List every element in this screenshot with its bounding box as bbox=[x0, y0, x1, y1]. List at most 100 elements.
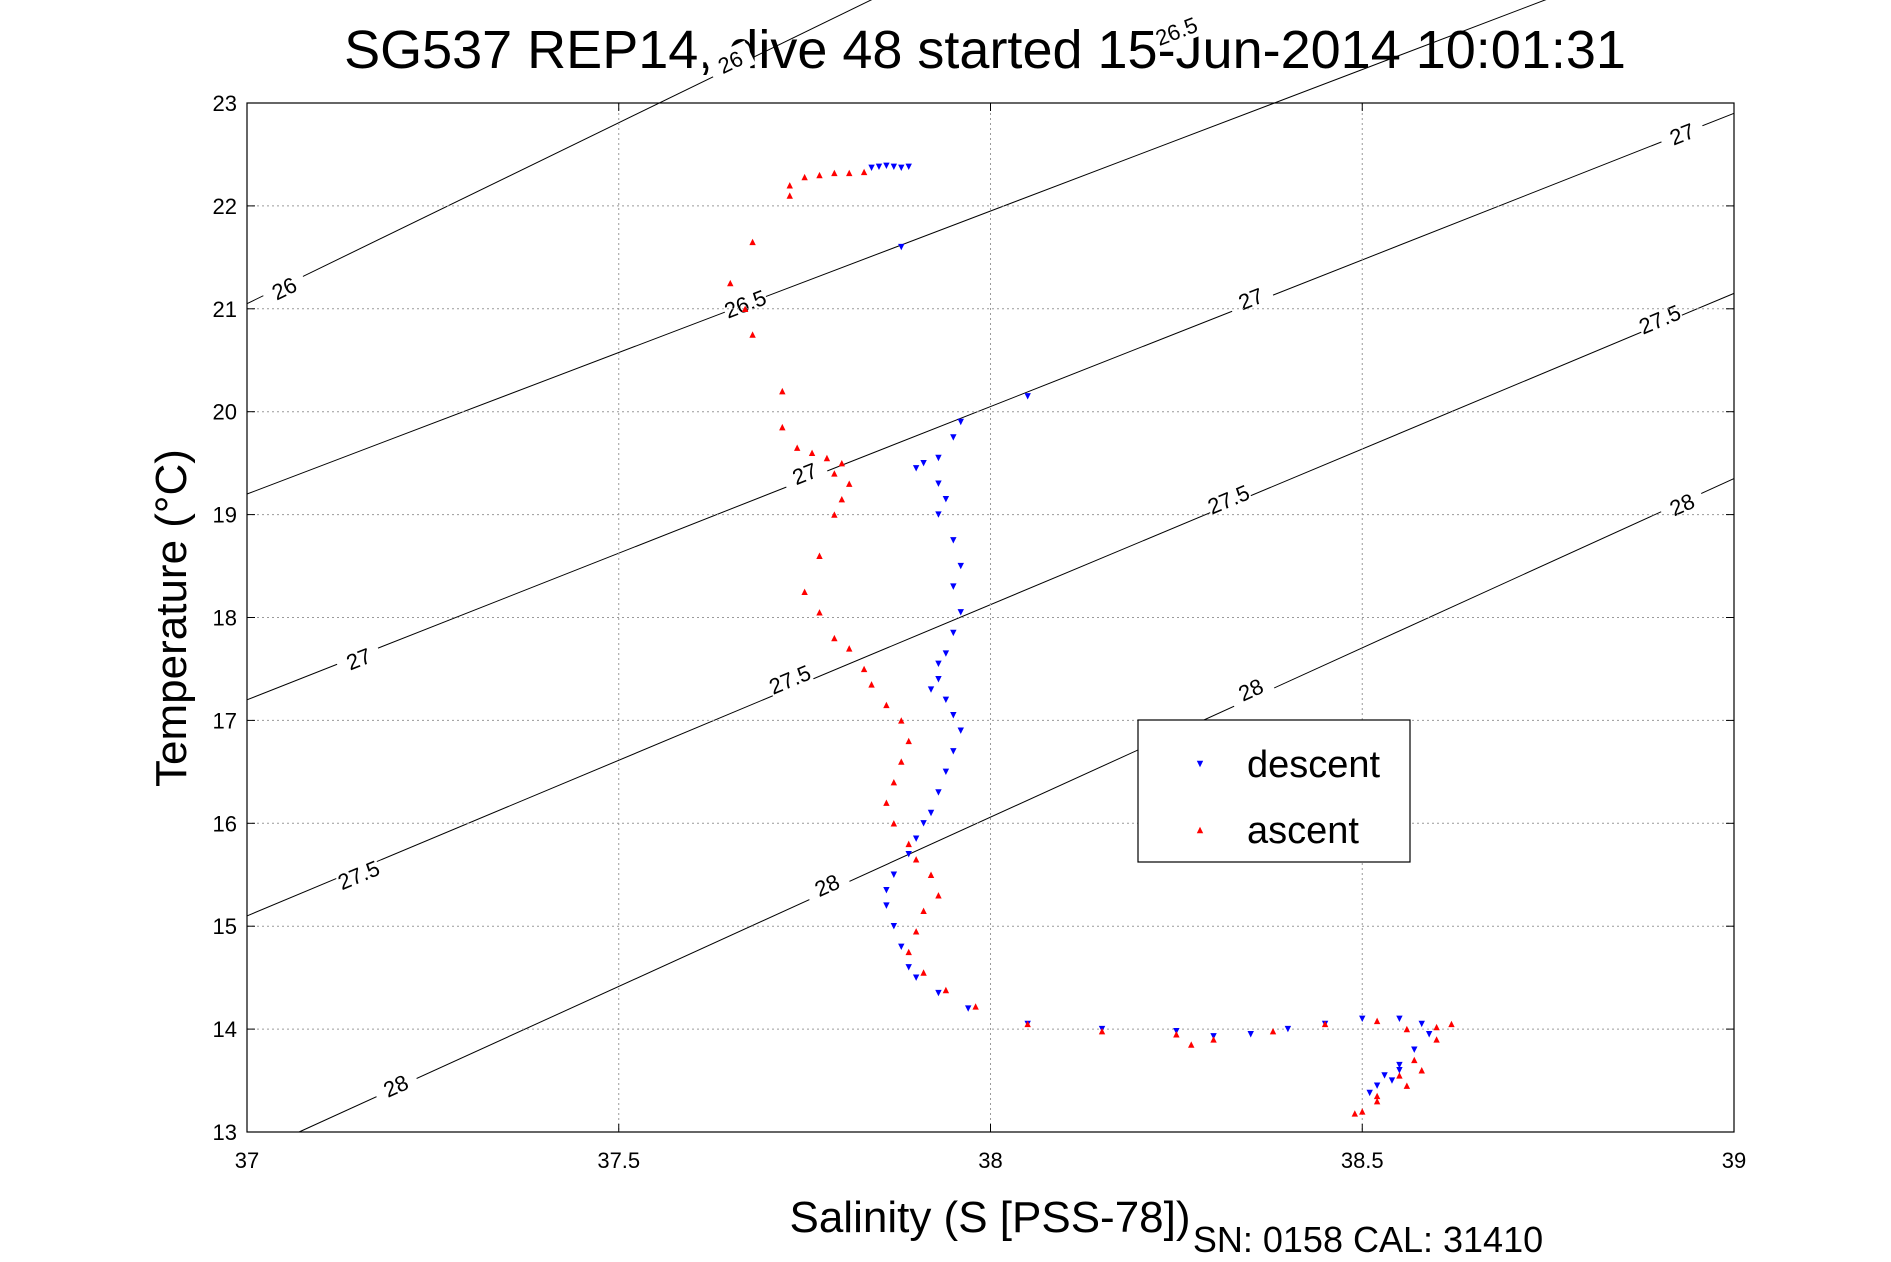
y-tick-label: 17 bbox=[213, 708, 237, 733]
descent-point bbox=[1024, 393, 1031, 400]
ascent-point bbox=[1411, 1056, 1418, 1064]
ascent-point bbox=[1359, 1108, 1366, 1115]
data-points bbox=[727, 162, 1455, 1117]
ascent-point bbox=[727, 279, 734, 287]
descent-point bbox=[942, 768, 950, 776]
ascent-point bbox=[846, 169, 853, 177]
chart-title: SG537 REP14, dive 48 started 15-Jun-2014… bbox=[344, 20, 1626, 80]
legend-entry-ascent: ascent bbox=[1247, 810, 1359, 852]
descent-point bbox=[898, 164, 905, 172]
ascent-point bbox=[831, 511, 838, 518]
descent-point bbox=[942, 696, 950, 704]
ascent-point bbox=[1321, 1020, 1329, 1028]
descent-point bbox=[883, 886, 890, 894]
contour-label: 26.5 bbox=[721, 285, 770, 324]
descent-point bbox=[935, 511, 942, 518]
ascent-point bbox=[1403, 1025, 1411, 1033]
descent-point bbox=[957, 562, 964, 570]
ascent-point bbox=[1024, 1020, 1031, 1028]
ascent-point bbox=[1188, 1041, 1195, 1048]
ascent-point bbox=[860, 665, 868, 673]
legend-marker-descent bbox=[1196, 760, 1204, 768]
descent-point bbox=[950, 583, 957, 590]
ascent-point bbox=[1373, 1097, 1381, 1105]
ascent-point bbox=[935, 892, 942, 899]
y-tick-label: 22 bbox=[213, 194, 237, 219]
descent-point bbox=[898, 943, 905, 950]
density-contour-line bbox=[246, 0, 1547, 495]
descent-point bbox=[905, 163, 912, 170]
descent-point bbox=[1366, 1089, 1373, 1097]
ascent-point bbox=[1418, 1067, 1425, 1074]
descent-point bbox=[935, 676, 942, 683]
x-tick-label: 38.5 bbox=[1341, 1148, 1384, 1173]
x-axis-label: Salinity (S [PSS-78]) bbox=[789, 1193, 1190, 1242]
ascent-point bbox=[905, 737, 912, 745]
descent-point bbox=[927, 809, 935, 817]
ascent-point bbox=[838, 459, 845, 467]
descent-point bbox=[1247, 1031, 1254, 1038]
descent-point bbox=[1388, 1077, 1396, 1084]
descent-point bbox=[927, 686, 935, 693]
x-tick-label: 39 bbox=[1722, 1148, 1746, 1173]
descent-point bbox=[905, 964, 912, 971]
ascent-point bbox=[1433, 1036, 1440, 1043]
ascent-point bbox=[1173, 1031, 1180, 1038]
descent-point bbox=[1381, 1072, 1388, 1079]
descent-point bbox=[950, 434, 957, 441]
descent-point bbox=[1396, 1067, 1403, 1074]
ascent-point bbox=[801, 173, 808, 181]
descent-point bbox=[942, 650, 950, 657]
ascent-point bbox=[927, 871, 935, 878]
footer-serial: SN: 0158 CAL: 31410 bbox=[1193, 1219, 1543, 1260]
contour-label-bg bbox=[719, 283, 771, 324]
contour-label-bg bbox=[1151, 10, 1202, 51]
ascent-point bbox=[838, 495, 845, 503]
ascent-point bbox=[831, 634, 838, 642]
y-tick-label: 19 bbox=[213, 503, 237, 528]
y-tick-label: 13 bbox=[213, 1120, 237, 1145]
density-contour-line bbox=[298, 478, 1735, 1133]
ascent-point bbox=[972, 1003, 979, 1010]
contour-label: 27.5 bbox=[1204, 480, 1253, 520]
descent-point bbox=[1359, 1015, 1366, 1023]
descent-point bbox=[942, 495, 950, 503]
density-contour-line bbox=[246, 112, 1735, 701]
y-tick-label: 21 bbox=[213, 297, 237, 322]
contour-label-bg bbox=[258, 266, 310, 310]
descent-point bbox=[935, 789, 942, 796]
ascent-point bbox=[912, 928, 920, 935]
x-tick-label: 38 bbox=[978, 1148, 1002, 1173]
legend-marker-ascent bbox=[1196, 826, 1204, 834]
ascent-point bbox=[1448, 1020, 1455, 1028]
contour-label-bg bbox=[1225, 668, 1277, 711]
ascent-point bbox=[786, 192, 793, 199]
descent-point bbox=[905, 850, 912, 858]
ascent-point bbox=[920, 969, 927, 976]
ascent-point bbox=[1396, 1072, 1403, 1079]
contour-label-bg bbox=[333, 854, 384, 896]
ascent-point bbox=[868, 681, 875, 688]
y-tick-label: 23 bbox=[213, 91, 237, 116]
contour-label-bg bbox=[801, 864, 853, 906]
ascent-point bbox=[890, 778, 898, 786]
ascent-point bbox=[831, 470, 838, 477]
ascent-point bbox=[890, 820, 898, 827]
contour-label-bg bbox=[333, 638, 384, 679]
ascent-point bbox=[816, 552, 823, 559]
ascent-point bbox=[831, 169, 838, 177]
descent-point bbox=[883, 162, 890, 169]
ascent-point bbox=[816, 609, 823, 616]
descent-point bbox=[920, 459, 927, 467]
ascent-point bbox=[846, 480, 853, 487]
contour-label-bg bbox=[370, 1064, 422, 1107]
contour-label-bg bbox=[1203, 478, 1254, 520]
descent-point bbox=[950, 748, 957, 755]
contour-label-bg bbox=[704, 40, 756, 84]
contour-label: 27.5 bbox=[334, 855, 383, 895]
descent-point bbox=[950, 629, 957, 637]
legend-box bbox=[1137, 719, 1411, 863]
descent-point bbox=[1418, 1020, 1425, 1028]
ascent-point bbox=[741, 305, 749, 312]
